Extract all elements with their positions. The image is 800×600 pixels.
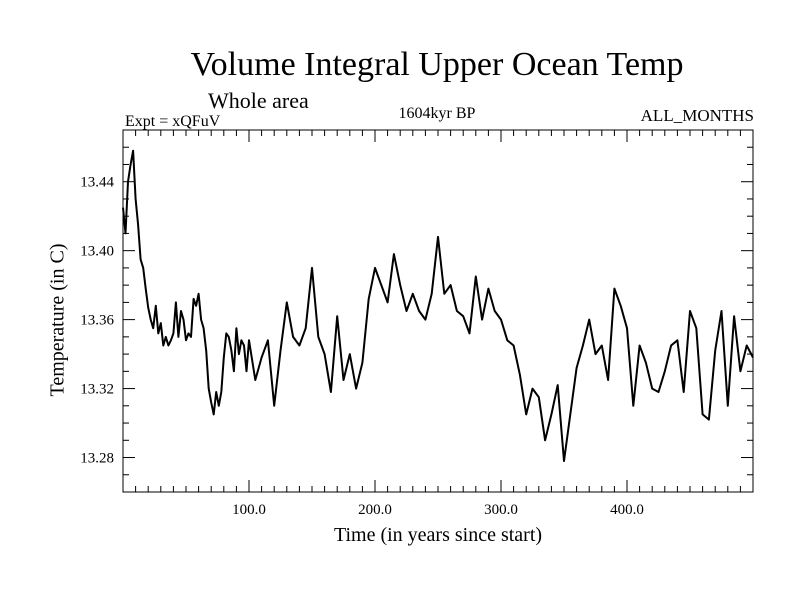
x-tick-label: 300.0 [484,502,518,518]
x-tick-label: 200.0 [358,502,392,518]
chart-title: Volume Integral Upper Ocean Temp [190,46,684,83]
period-label: 1604kyr BP [398,105,476,122]
experiment-label: Expt = xQFuV [125,113,221,130]
series-line [122,149,754,462]
y-tick-label: 13.36 [80,313,114,329]
y-axis-ticks: 13.28 13.32 13.36 13.40 13.44 [80,146,753,476]
y-tick-label: 13.28 [80,451,114,467]
chart-subtitle: Whole area [208,88,309,113]
y-tick-label: 13.44 [80,175,114,191]
months-label: ALL_MONTHS [640,106,754,125]
x-tick-label: 100.0 [232,502,266,518]
y-tick-label: 13.32 [80,382,114,398]
x-axis-ticks: 100.0 200.0 300.0 400.0 [135,130,741,518]
x-axis-label: Time (in years since start) [333,524,543,546]
y-tick-label: 13.40 [80,244,114,260]
x-tick-label: 400.0 [610,502,644,518]
plot-frame [122,129,754,493]
